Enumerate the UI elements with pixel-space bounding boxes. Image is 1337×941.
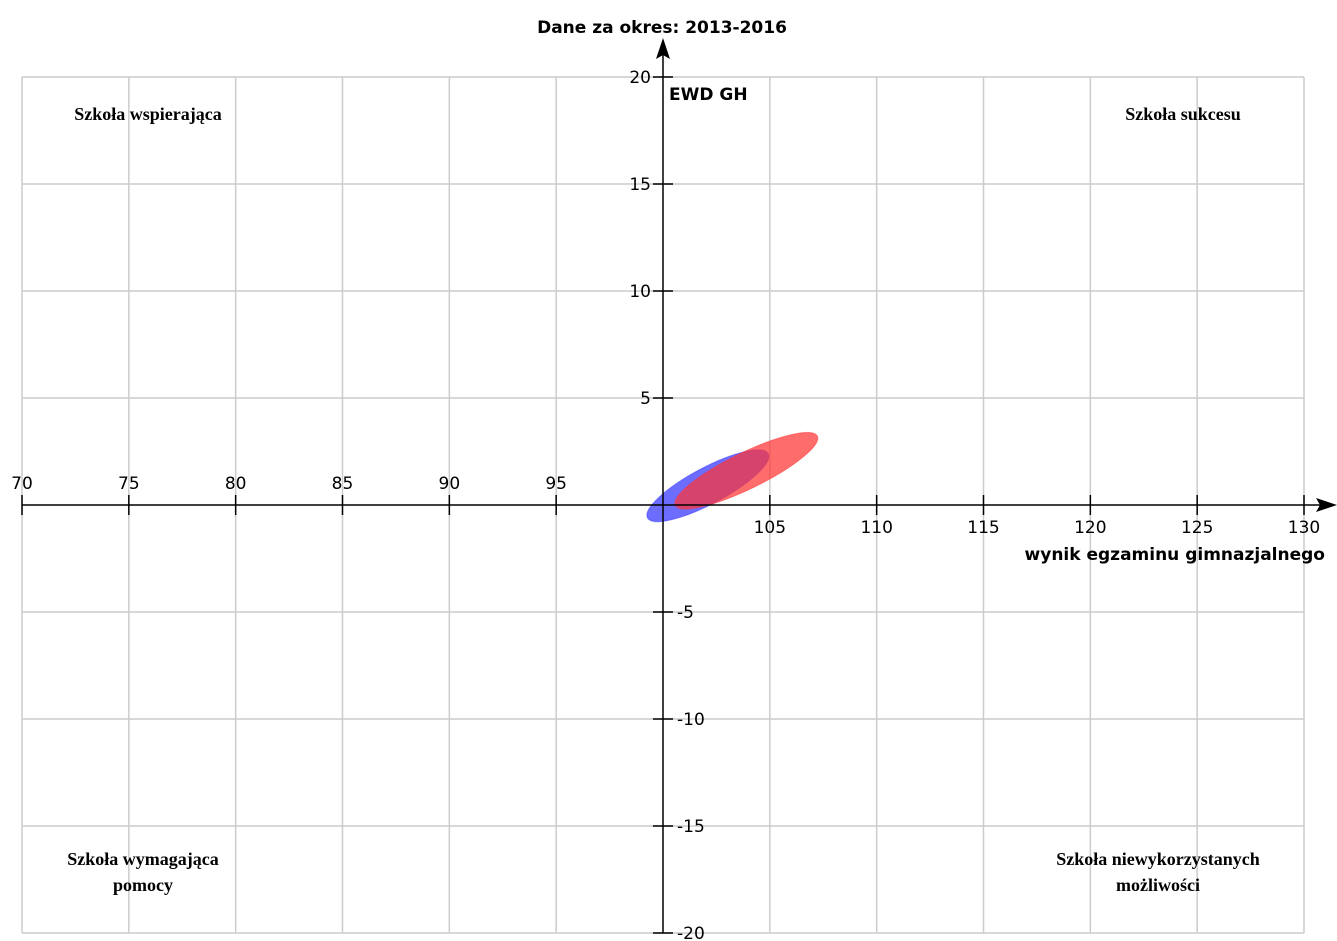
y-tick-label: 10 <box>629 282 651 302</box>
chart-title: Dane za okres: 2013-2016 <box>537 18 787 38</box>
quadrant-label-bottom-right-line1: Szkoła niewykorzystanych <box>1056 849 1260 869</box>
y-tick-label: 15 <box>629 175 651 195</box>
x-tick-label: 130 <box>1288 518 1320 538</box>
x-tick-label: 85 <box>332 474 354 494</box>
x-tick-label: 90 <box>439 474 461 494</box>
y-axis-label: EWD GH <box>669 85 748 105</box>
x-tick-label: 120 <box>1074 518 1106 538</box>
x-tick-label: 125 <box>1181 518 1213 538</box>
quadrant-label-bottom-right-line2: możliwości <box>1116 875 1200 895</box>
x-tick-label: 105 <box>754 518 786 538</box>
quadrant-label-top-left: Szkoła wspierająca <box>74 104 222 124</box>
x-axis-arrow <box>1316 498 1337 512</box>
x-tick-label: 70 <box>11 474 33 494</box>
quadrant-label-bottom-left-line1: Szkoła wymagająca <box>67 849 219 869</box>
x-tick-label: 95 <box>545 474 567 494</box>
x-tick-label: 110 <box>860 518 892 538</box>
y-tick-label: -20 <box>677 924 705 941</box>
y-tick-label: 20 <box>629 68 651 88</box>
ellipse-mark-2 <box>674 431 819 510</box>
x-tick-label: 75 <box>118 474 140 494</box>
y-tick-label: -5 <box>677 603 694 623</box>
x-tick-label: 115 <box>967 518 999 538</box>
y-axis-arrow <box>656 38 670 59</box>
y-tick-label: -10 <box>677 710 705 730</box>
x-axis-label: wynik egzaminu gimnazjalnego <box>1025 545 1325 565</box>
quadrant-label-top-right: Szkoła sukcesu <box>1125 104 1241 124</box>
quadrant-label-bottom-left-line2: pomocy <box>113 875 173 895</box>
data-ellipses <box>646 431 819 523</box>
y-tick-label: -15 <box>677 817 705 837</box>
x-tick-label: 80 <box>225 474 247 494</box>
y-tick-label: 5 <box>640 389 651 409</box>
